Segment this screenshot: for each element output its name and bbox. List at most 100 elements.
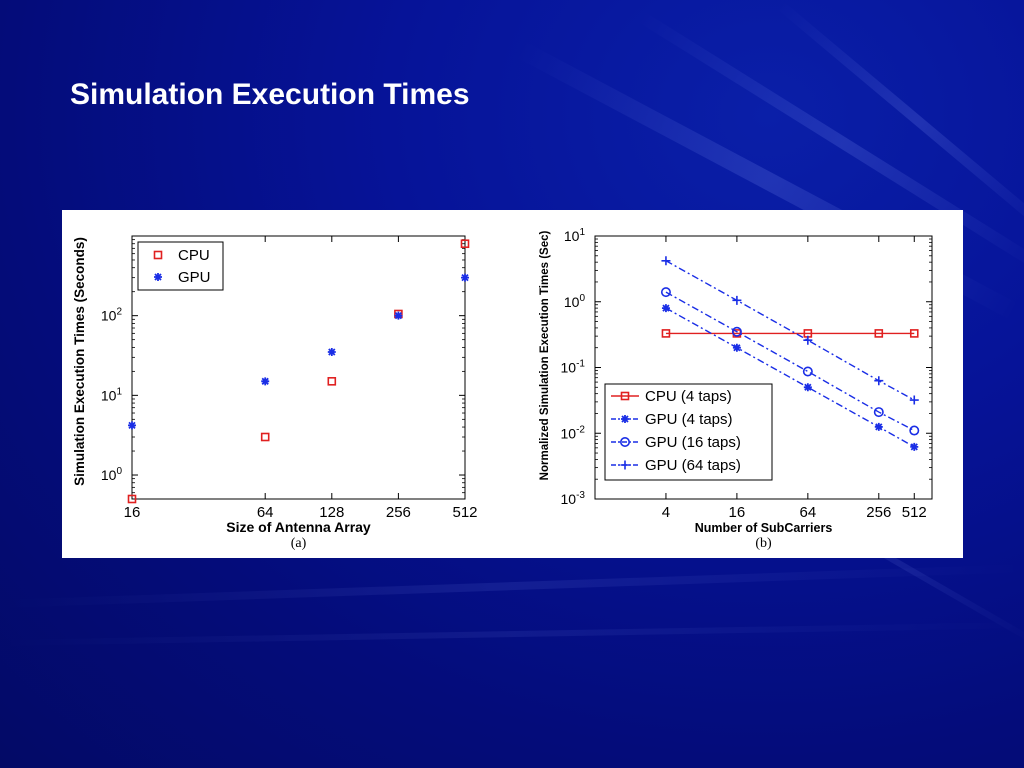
data-point (909, 425, 920, 436)
data-point-shape (873, 407, 884, 418)
legend-label: GPU (178, 269, 211, 286)
y-tick-label-exp: 1 (579, 227, 585, 238)
data-point-shape (909, 395, 919, 405)
data-point (260, 432, 270, 442)
y-tick-label-exp: -2 (576, 424, 585, 435)
legend-marker-shape (154, 273, 162, 281)
y-tick-label-base: 10 (561, 491, 577, 507)
y-tick-label: 101 (101, 386, 123, 403)
data-point-shape (910, 442, 919, 451)
chart-caption: (a) (291, 536, 307, 551)
y-axis-label: Normalized Simulation Execution Times (S… (539, 231, 551, 481)
y-tick-label-base: 10 (101, 387, 117, 403)
legend-marker (153, 250, 163, 260)
legend-label: GPU (4 taps) (645, 411, 733, 428)
legend-marker-shape (620, 460, 630, 470)
data-point (874, 329, 884, 338)
data-point (802, 366, 813, 377)
y-tick-label-exp: 0 (116, 466, 122, 477)
series-line (665, 260, 915, 401)
figure-panel: 100 101 102 16 64 128 256 512 CPU GPU Size of Ante… (62, 210, 963, 558)
x-tick-label: 16 (124, 504, 141, 521)
legend-marker-shape (620, 391, 630, 401)
legend-label: GPU (16 taps) (645, 434, 741, 451)
data-point-shape (803, 335, 813, 345)
data-point-shape (327, 347, 336, 356)
data-point-shape (461, 273, 469, 282)
data-point-shape (660, 287, 671, 298)
plot-frame (131, 235, 466, 500)
data-point (803, 335, 813, 345)
legend-marker-shape (621, 415, 629, 423)
y-tick-label-base: 10 (564, 294, 580, 310)
data-point-shape (802, 366, 813, 377)
data-point (327, 377, 337, 386)
y-tick-label-base: 10 (561, 360, 577, 376)
data-point (394, 311, 403, 320)
y-tick-label-base: 10 (561, 425, 577, 441)
data-point-shape (732, 343, 741, 352)
data-point-shape (731, 326, 742, 337)
legend-label: GPU (64 taps) (645, 457, 741, 474)
legend-label: CPU (178, 247, 210, 264)
data-point (261, 377, 270, 386)
background-streak (0, 622, 1024, 646)
y-tick-label: 100 (564, 293, 586, 310)
data-point (732, 295, 742, 305)
data-point (128, 421, 136, 430)
x-axis-label: Number of SubCarriers (695, 521, 833, 535)
legend-marker (620, 460, 630, 470)
x-tick-label: 512 (452, 504, 477, 521)
data-point-shape (874, 376, 884, 386)
data-point-shape (661, 256, 671, 266)
data-point (327, 347, 336, 356)
x-tick-label: 256 (386, 504, 411, 521)
data-point-shape (260, 432, 270, 442)
y-tick-label-base: 10 (101, 467, 117, 483)
data-point (660, 287, 671, 298)
data-point (732, 343, 741, 352)
x-tick-label: 4 (662, 504, 670, 521)
data-point-shape (261, 377, 270, 386)
legend-marker (621, 415, 629, 423)
data-point (803, 383, 812, 392)
legend-marker-shape (619, 437, 630, 448)
y-tick-label: 101 (564, 227, 586, 244)
y-tick-label-base: 10 (101, 308, 117, 324)
data-point-shape (661, 304, 670, 313)
data-point (874, 376, 884, 386)
data-point-shape (874, 329, 884, 338)
data-point-shape (128, 421, 136, 430)
data-point (661, 304, 670, 313)
data-point-shape (732, 295, 742, 305)
data-point-shape (460, 239, 470, 249)
legend-marker (154, 273, 162, 281)
data-point-shape (909, 425, 920, 436)
data-point (461, 273, 469, 282)
series-line (665, 291, 915, 432)
data-point (731, 326, 742, 337)
legend-marker (619, 437, 630, 448)
data-point (460, 239, 470, 249)
x-tick-label: 64 (800, 504, 817, 521)
data-point-shape (661, 329, 671, 338)
legend-label: CPU (4 taps) (645, 388, 732, 405)
legend-box (604, 383, 773, 481)
data-point-shape (327, 377, 337, 386)
y-tick-label-exp: 2 (116, 307, 122, 318)
data-point-shape (909, 329, 919, 338)
data-point-shape (803, 383, 812, 392)
legend-marker (620, 391, 630, 401)
slide-title: Simulation Execution Times (70, 78, 470, 111)
y-tick-label-exp: 0 (579, 293, 585, 304)
x-tick-label: 512 (902, 504, 927, 521)
data-point-shape (394, 311, 403, 320)
y-tick-label: 102 (101, 307, 123, 324)
x-tick-label: 16 (729, 504, 746, 521)
y-tick-label-exp: 1 (116, 386, 122, 397)
data-point (661, 256, 671, 266)
y-tick-label-exp: -3 (576, 490, 585, 501)
background-streak (776, 1, 1024, 241)
y-tick-label: 10-3 (561, 490, 586, 507)
